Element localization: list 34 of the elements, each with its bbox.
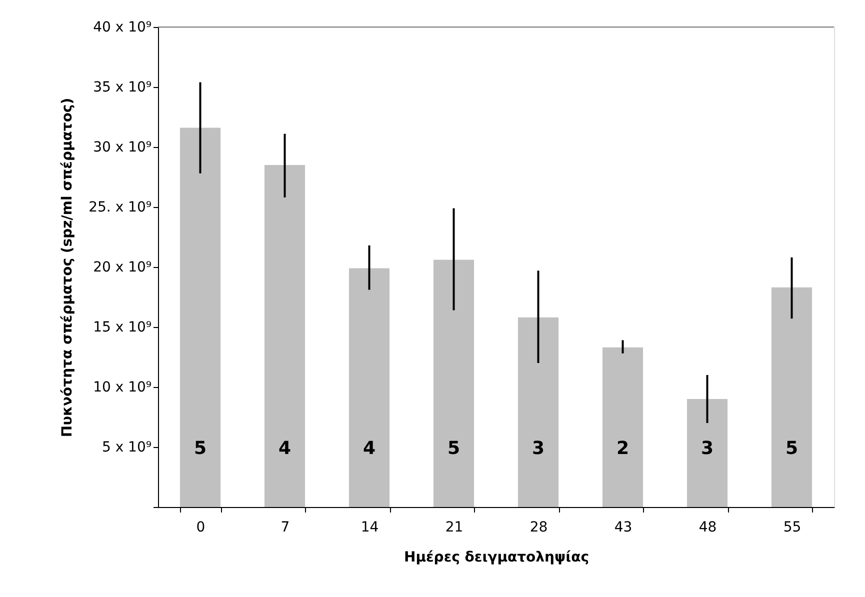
annotation: 5 [785,438,798,459]
bar [264,165,306,507]
annotation: 5 [447,438,460,459]
y-tick-label: 10 x 10⁹ [93,380,152,396]
bar [518,317,559,507]
x-axis-title: Ημέρες δειγματοληψίας [404,550,589,566]
y-tick-label: 30 x 10⁹ [93,140,152,156]
annotation: 3 [700,438,714,459]
y-tick-label: 20 x 10⁹ [93,260,152,276]
x-tick-label: 28 [530,520,548,536]
bar [433,260,474,507]
x-tick-label: 14 [360,520,379,536]
annotation: 4 [362,438,376,459]
x-tick-label: 55 [783,520,802,536]
bar [686,399,728,507]
bar [180,128,221,507]
x-tick-label: 7 [280,520,290,536]
y-tick-label: 25. x 10⁹ [88,200,152,216]
bar [771,287,812,507]
x-tick-label: 21 [445,520,464,536]
annotation: 5 [194,438,207,459]
annotation: 3 [532,438,545,459]
x-tick-label: 43 [614,520,632,536]
y-tick-label: 40 x 10⁹ [93,20,152,36]
annotation: 4 [278,438,292,459]
annotation: 2 [616,438,630,459]
y-tick-label: 35 x 10⁹ [93,80,152,96]
x-tick-label: 0 [196,520,206,536]
x-tick-label: 48 [698,520,717,536]
y-axis-title: Πυκνότητα σπέρματος (spz/ml σπέρματος) [60,98,76,438]
bar [348,268,390,507]
y-tick-label: 5 x 10⁹ [102,440,152,456]
y-tick-label: 15 x 10⁹ [93,320,152,336]
bar [602,347,644,507]
